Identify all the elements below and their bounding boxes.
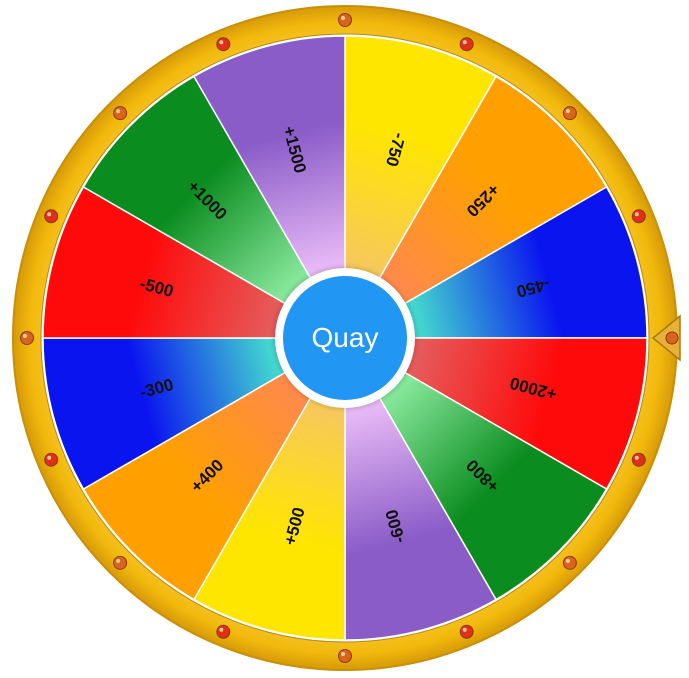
- wheel-segment: [344, 335, 498, 641]
- rim-bulb: [20, 331, 34, 345]
- wheel-segment: [342, 337, 648, 491]
- rim-bulb: [338, 649, 352, 663]
- rim-bulb: [113, 106, 128, 121]
- wheel-segment: [192, 335, 346, 641]
- spin-button-face[interactable]: Quay: [283, 276, 407, 400]
- wheel-segment: [82, 75, 348, 341]
- rim-bulb: [216, 37, 231, 52]
- rim-bulb: [44, 452, 59, 467]
- wheel-segment: [42, 337, 348, 491]
- rim-bulb: [631, 452, 646, 467]
- rim-bulb-highlight: [219, 627, 224, 632]
- wheel-segment: [82, 335, 348, 601]
- rim-bulb-highlight: [219, 40, 224, 45]
- rim-bulb-highlight: [341, 652, 345, 656]
- rim-bulb-highlight: [462, 627, 467, 632]
- rim-bulb: [562, 555, 577, 570]
- rim-bulb: [459, 624, 474, 639]
- rim-bulb: [338, 13, 352, 27]
- rim-bulb: [113, 555, 128, 570]
- rim-bulb: [562, 106, 577, 121]
- wheel-segment: [342, 75, 608, 341]
- wheel-segment: [192, 35, 346, 341]
- rim-bulb: [216, 624, 231, 639]
- rim-bulb-highlight: [47, 455, 52, 460]
- rim-bulb-highlight: [462, 40, 467, 45]
- wheel-segments: [42, 35, 648, 641]
- rim-bulb: [459, 37, 474, 52]
- wheel-pointer: [651, 314, 681, 362]
- rim-bulb-highlight: [634, 455, 639, 460]
- rim-bulb-highlight: [116, 109, 121, 114]
- rim-bulb-highlight: [47, 212, 52, 217]
- rim-bulb-highlight: [565, 558, 570, 563]
- rim-bulb-highlight: [23, 334, 27, 338]
- rim-bulb-highlight: [116, 558, 121, 563]
- wheel-segment: [344, 35, 498, 341]
- wheel-segment: [342, 185, 648, 339]
- wheel-segment: [42, 185, 348, 339]
- rim-bulb-highlight: [634, 212, 639, 217]
- rim-bulb: [631, 209, 646, 224]
- wheel-segment: [342, 335, 608, 601]
- rim-bulb-highlight: [341, 16, 345, 20]
- rim-bulb: [44, 209, 59, 224]
- spin-button[interactable]: Quay: [275, 268, 415, 408]
- spin-button-label: Quay: [311, 322, 379, 353]
- pointer-pin: [665, 331, 679, 345]
- rim-bulb-highlight: [565, 109, 570, 114]
